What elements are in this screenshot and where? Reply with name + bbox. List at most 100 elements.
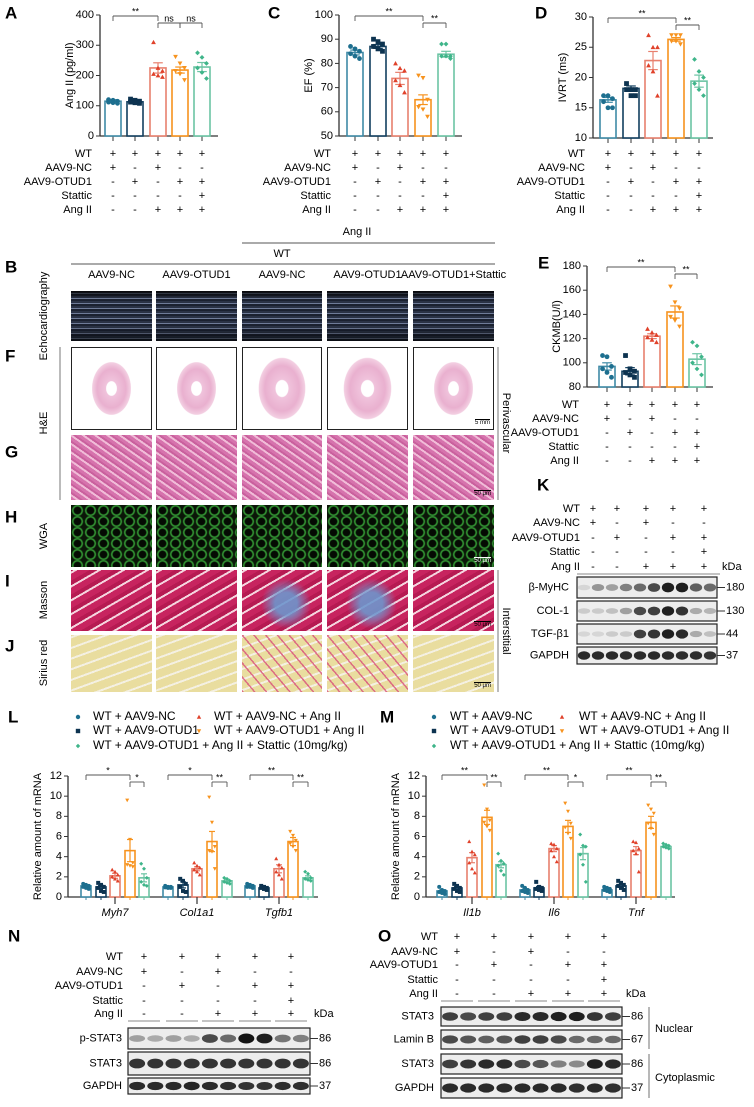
- data-point: [467, 860, 472, 865]
- condition-table-o-cell: +: [601, 931, 607, 943]
- masson-image: [327, 570, 408, 631]
- condition-table-c-cell: +: [443, 148, 449, 160]
- blot-band: [460, 1035, 477, 1044]
- legend-marker: [431, 728, 437, 734]
- data-point: [566, 809, 570, 814]
- condition-table-d-cell: -: [629, 190, 633, 202]
- condition-table-e-cell: -: [628, 455, 632, 467]
- condition-table-o-row-label: Stattic: [407, 974, 438, 986]
- data-point: [549, 841, 554, 846]
- data-point: [520, 883, 525, 888]
- significance-label: *: [188, 765, 192, 775]
- y-tick-label: 120: [563, 333, 581, 345]
- blot-band: [442, 1012, 459, 1021]
- condition-table-e-cell: -: [605, 427, 609, 439]
- blot-band: [220, 1058, 237, 1069]
- condition-table-k-cell: -: [591, 546, 595, 558]
- condition-table-o-cell: -: [566, 974, 570, 986]
- condition-table-a-cell: -: [111, 176, 115, 188]
- blot-band: [633, 651, 647, 660]
- blot-band: [532, 1059, 549, 1069]
- blot-band: [619, 607, 633, 615]
- condition-table-d-cell: +: [673, 148, 679, 160]
- data-point: [690, 339, 695, 345]
- echo-image: [327, 291, 408, 341]
- column-header: AAV9-NC: [88, 269, 135, 281]
- condition-table-o-cell: -: [492, 946, 496, 958]
- blot-band: [532, 1011, 549, 1022]
- data-point: [496, 863, 501, 868]
- y-tick-label: 180: [563, 260, 581, 272]
- data-point: [227, 878, 232, 883]
- data-point: [646, 821, 651, 826]
- data-point: [183, 881, 188, 886]
- legend-marker: [75, 743, 81, 749]
- y-tick-label: 2: [56, 871, 62, 883]
- data-point: [699, 354, 704, 360]
- bar: [126, 101, 144, 137]
- data-point: [348, 51, 353, 57]
- blot-band: [633, 629, 647, 639]
- data-point: [645, 334, 650, 340]
- significance-label: **: [385, 6, 393, 16]
- data-point: [293, 849, 298, 853]
- blot-band: [129, 1058, 146, 1069]
- data-point: [677, 306, 682, 311]
- column-header: AAV9-OTUD1: [333, 269, 401, 281]
- condition-table-k-cell: -: [644, 532, 648, 544]
- condition-table-c-cell: -: [398, 176, 402, 188]
- protein-label: GAPDH: [395, 1082, 434, 1094]
- data-point: [99, 888, 103, 893]
- blot-band: [478, 1083, 495, 1093]
- condition-table-k-cell: +: [614, 532, 620, 544]
- data-point: [455, 888, 459, 893]
- data-point: [628, 93, 634, 99]
- data-point: [195, 869, 199, 874]
- y-tick-label: 10: [408, 790, 420, 802]
- data-point: [195, 50, 200, 56]
- blot-band: [591, 631, 605, 637]
- data-point: [654, 332, 659, 337]
- blot-band: [220, 1081, 237, 1091]
- data-point: [673, 33, 679, 38]
- data-point: [673, 39, 679, 44]
- data-point: [106, 99, 111, 105]
- scale-bar: 5 mm: [475, 419, 490, 426]
- side-label-interstitial: Interstitial: [500, 607, 512, 654]
- data-point: [204, 76, 209, 81]
- blot-band: [675, 629, 689, 639]
- condition-table-e-cell: -: [650, 441, 654, 453]
- condition-table-a-cell: +: [177, 148, 183, 160]
- condition-table-d-cell: +: [650, 204, 656, 216]
- data-point: [264, 885, 269, 890]
- data-point: [168, 885, 173, 890]
- y-tick-label: 80: [321, 57, 333, 69]
- condition-table-o-cell: +: [528, 931, 534, 943]
- condition-table-n-cell: +: [252, 1008, 258, 1020]
- masson-image: [156, 570, 237, 631]
- condition-table-d-cell: +: [628, 148, 634, 160]
- data-point: [539, 888, 544, 893]
- data-point: [568, 836, 573, 841]
- echo-image: [413, 291, 494, 341]
- kda-value: 67: [631, 1033, 643, 1045]
- sirius-image: [156, 635, 237, 692]
- condition-table-k-cell: -: [702, 517, 706, 529]
- data-point: [177, 72, 183, 77]
- data-point: [583, 844, 588, 849]
- condition-table-o-cell: +: [528, 946, 534, 958]
- panel-label-j: J: [5, 636, 14, 655]
- condition-table-d-cell: +: [650, 148, 656, 160]
- condition-table-n-cell: -: [142, 980, 146, 992]
- he-t-image: [71, 435, 152, 500]
- data-point: [552, 854, 556, 859]
- data-point: [485, 824, 489, 829]
- data-point: [96, 885, 101, 890]
- data-point: [178, 876, 183, 881]
- data-point: [262, 886, 266, 891]
- blot-band: [591, 651, 605, 660]
- masson-image: [71, 570, 152, 631]
- condition-table-o-cell: -: [492, 988, 496, 1000]
- condition-table-k-cell: +: [643, 503, 649, 515]
- blot-band: [647, 606, 661, 616]
